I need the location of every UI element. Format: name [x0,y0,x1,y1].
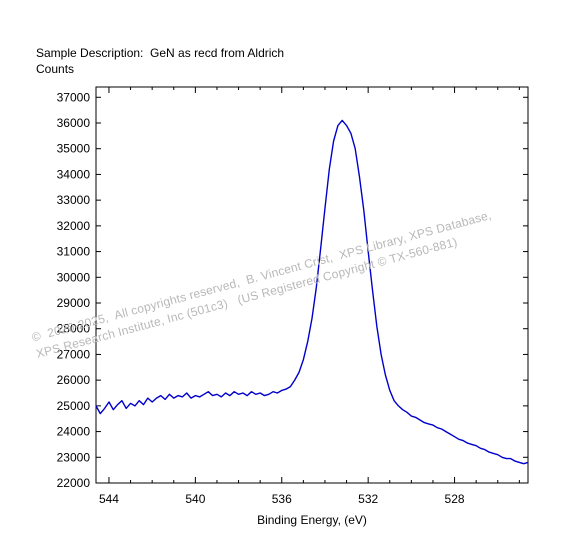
series-line [95,119,529,465]
y-tick-label: 24000 [57,425,91,439]
sample-description: Sample Description: GeN as recd from Ald… [36,46,285,60]
y-tick-label: 22000 [57,476,91,490]
y-tick-label: 34000 [57,167,91,181]
x-tick-label: 528 [445,492,465,506]
y-axis-ticks: 22000 23000 24000 25000 26000 27000 28000 29000… [57,90,528,490]
y-tick-label: 35000 [57,142,91,156]
x-axis-label: Binding Energy, (eV) [257,513,367,527]
y-tick-label: 36000 [57,116,91,130]
x-tick-label: 544 [99,492,119,506]
y-tick-label: 29000 [57,296,91,310]
y-tick-label: 23000 [57,450,91,464]
x-tick-label: 532 [358,492,378,506]
x-tick-label: 536 [272,492,292,506]
y-tick-label: 26000 [57,373,91,387]
x-tick-label: 540 [185,492,205,506]
y-tick-label: 25000 [57,399,91,413]
y-tick-label: 27000 [57,347,91,361]
y-tick-label: 28000 [57,322,91,336]
y-axis-label: Counts [36,62,75,76]
y-tick-label: 33000 [57,193,91,207]
x-axis-ticks: 544 540 536 532 528 [99,87,520,506]
plot-frame [95,86,529,484]
y-tick-label: 32000 [57,219,91,233]
y-tick-label: 37000 [57,90,91,104]
y-tick-label: 30000 [57,270,91,284]
y-tick-label: 31000 [57,245,91,259]
